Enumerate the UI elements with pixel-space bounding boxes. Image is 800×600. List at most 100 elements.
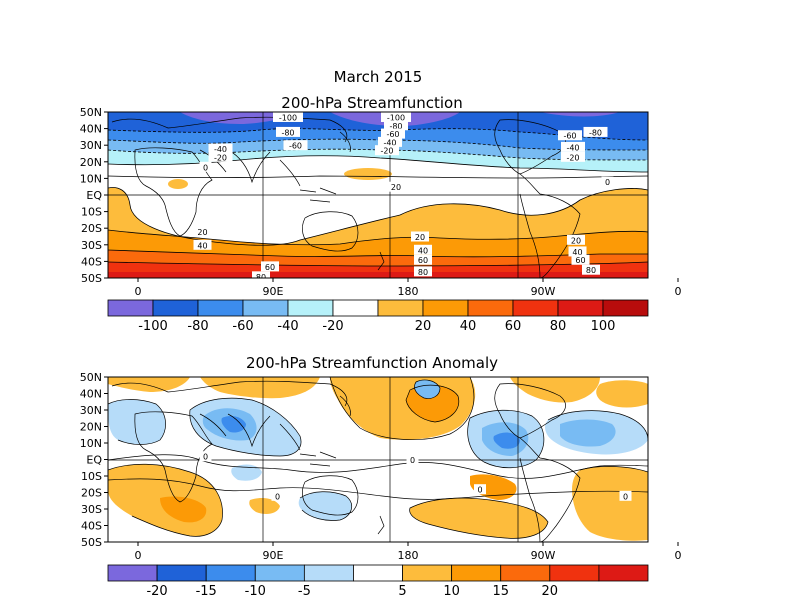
contour-label-bg <box>414 266 432 277</box>
colorbar-label: 5 <box>398 584 406 599</box>
colorbar-swatch <box>402 564 453 582</box>
lat-tick-label: 50N <box>80 106 102 119</box>
contour-label: -80 <box>281 128 294 137</box>
lat-tick-label: EQ <box>86 454 102 467</box>
contour-label: -100 <box>279 113 297 122</box>
panel2-lon-axis: 0 90E 180 90W 0 <box>135 542 682 562</box>
lon-tick-label: 90W <box>531 549 556 562</box>
anom-neg-asia-core2 <box>221 416 246 433</box>
contour-label-bg <box>273 112 303 122</box>
contour-label: 0 <box>203 453 208 462</box>
anom-pos-indian <box>249 498 280 514</box>
colorbar-label: -40 <box>277 319 298 334</box>
colorbar-swatch <box>152 299 199 317</box>
panel1-title: 200-hPa Streamfunction <box>281 94 462 112</box>
anom-pos-africa-core <box>160 496 207 523</box>
lon-tick-label: 90E <box>263 285 284 298</box>
colorbar-label: 10 <box>443 584 460 599</box>
contour-label-bg <box>619 490 632 501</box>
contour-label: -20 <box>214 153 227 162</box>
contour-label: 20 <box>391 183 401 192</box>
anom-pos-south-pacific <box>409 498 548 539</box>
anom-pos-south-atlantic <box>572 466 648 541</box>
contour-label: 80 <box>418 268 428 277</box>
lon-tick-label: 0 <box>675 549 682 562</box>
contour-label-bg <box>208 151 233 162</box>
anom-neg-pacific-northeast <box>414 380 440 399</box>
colorbar-swatch <box>598 564 649 582</box>
lat-tick-label: 30S <box>81 503 102 516</box>
lat-tick-label: 40N <box>80 123 102 136</box>
colorbar-swatch <box>107 564 158 582</box>
contour-label-bg <box>414 244 432 255</box>
contour-label: 0 <box>605 178 610 187</box>
colorbar-swatch <box>353 564 403 582</box>
contour-label: -60 <box>563 132 576 141</box>
colorbar-label: -20 <box>322 319 343 334</box>
contour-label-bg <box>252 271 270 278</box>
panel1-colorbar: -100 -80 -60 -40 -20 20 40 60 80 100 <box>107 299 649 334</box>
colorbar-label: -15 <box>196 584 217 599</box>
lat-tick-label: 40N <box>80 388 102 401</box>
anom-pos-north-atlantic <box>108 377 190 392</box>
contour-label: 40 <box>418 246 428 255</box>
lon-tick-label: 0 <box>135 549 142 562</box>
anom-neg-atlantic-core <box>560 419 616 447</box>
lat-tick-label: 30N <box>80 139 102 152</box>
lat-tick-label: 20N <box>80 156 102 169</box>
figure-title: March 2015 <box>334 68 423 86</box>
contour-label: 20 <box>197 228 207 237</box>
contour-label: 40 <box>197 241 207 250</box>
colorbar-swatch <box>197 299 244 317</box>
lat-tick-label: 10N <box>80 437 102 450</box>
colorbar-swatch <box>512 299 559 317</box>
contour-label: -60 <box>289 142 302 151</box>
panel1-lon-axis: 0 90E 180 90W 0 <box>135 278 682 298</box>
colorbar-label: 80 <box>550 319 567 334</box>
colorbar-label: 20 <box>415 319 432 334</box>
contour-label: -80 <box>389 122 402 131</box>
colorbar-label: 100 <box>591 319 616 334</box>
anom-neg-australia <box>298 491 352 521</box>
colorbar-label: -80 <box>187 319 208 334</box>
contour-label: -20 <box>380 147 393 156</box>
anom-neg-south-indian <box>231 464 262 481</box>
colorbar-label: 20 <box>542 584 559 599</box>
contour-label: -40 <box>566 143 579 152</box>
contour-label-bg <box>571 254 590 265</box>
lon-tick-label: 90W <box>531 285 556 298</box>
colorbar-swatch <box>287 299 334 317</box>
lat-tick-label: 20S <box>81 487 102 500</box>
panel1-contour-labels: -100-80-60-40-200-100-80-60-40-2020-80-6… <box>193 112 614 278</box>
contour-label: 60 <box>418 256 428 265</box>
panel2-filled-contours <box>108 377 648 541</box>
colorbar-swatch <box>549 564 600 582</box>
colorbar-swatch <box>303 564 354 582</box>
contour-label-bg <box>558 130 582 141</box>
contour-label: -80 <box>589 128 602 137</box>
contour-label-bg <box>414 254 432 265</box>
lon-tick-label: 90E <box>263 549 284 562</box>
colorbar-label: 15 <box>492 584 509 599</box>
contour-label: 0 <box>203 163 208 172</box>
contour-label-bg <box>199 161 212 172</box>
contour-label-bg <box>387 181 405 192</box>
lat-tick-label: EQ <box>86 189 102 202</box>
lat-tick-label: 40S <box>81 520 102 533</box>
anom-neg-africa-north <box>108 399 166 445</box>
contour-label: -40 <box>214 145 227 154</box>
colorbar-label: -20 <box>146 584 167 599</box>
contour-label-bg <box>378 136 402 147</box>
contour-label-bg <box>411 231 429 242</box>
panel2-gridlines <box>108 377 648 542</box>
anom-pos-namerica <box>510 377 600 403</box>
anom-pos-eurasia <box>200 377 320 399</box>
colorbar-swatch <box>242 299 289 317</box>
contour-label-bg <box>406 454 419 465</box>
lat-tick-label: 50N <box>80 371 102 384</box>
panel2-lat-axis: 50N 40N 30N 20N 10N EQ 10S 20S 30S 40S 50S <box>80 371 108 549</box>
colorbar-swatch <box>422 299 469 317</box>
contour-label: -40 <box>383 138 396 147</box>
lon-tick-label: 180 <box>398 549 419 562</box>
